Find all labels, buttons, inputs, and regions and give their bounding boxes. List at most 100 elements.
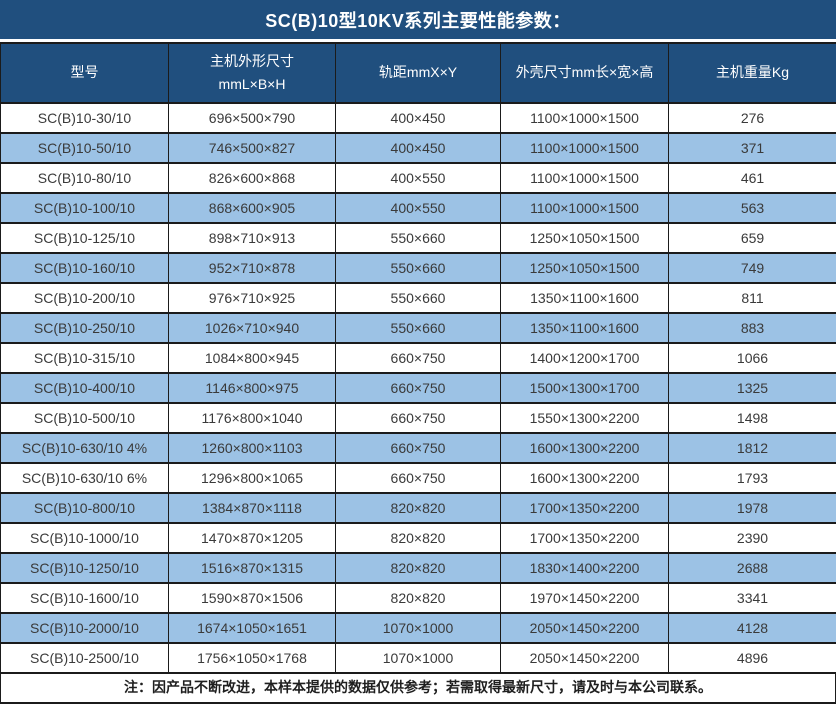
spec-table: 型号 主机外形尺寸 mmL×B×H 轨距mmX×Y 外壳尺寸mm长×宽×高 主机… xyxy=(0,42,836,674)
table-cell: 1516×870×1315 xyxy=(168,552,336,584)
table-cell: 1350×1100×1600 xyxy=(500,282,669,314)
table-cell: 883 xyxy=(668,312,836,344)
table-cell: SC(B)10-1000/10 xyxy=(0,522,169,554)
table-row: SC(B)10-125/10 898×710×913 550×660 1250×105… xyxy=(0,222,836,254)
table-cell: 1600×1300×2200 xyxy=(500,462,669,494)
table-cell: 4896 xyxy=(668,642,836,674)
table-cell: 1700×1350×2200 xyxy=(500,492,669,524)
table-cell: 1550×1300×2200 xyxy=(500,402,669,434)
table-cell: 550×660 xyxy=(335,282,501,314)
table-row: SC(B)10-500/10 1176×800×1040 660×750 1550×1… xyxy=(0,402,836,434)
header-cell-weight: 主机重量Kg xyxy=(668,42,836,104)
header-cell-shell: 外壳尺寸mm长×宽×高 xyxy=(500,42,669,104)
table-cell: SC(B)10-80/10 xyxy=(0,162,169,194)
table-body: SC(B)10-30/10 696×500×790 400×450 1100×1000… xyxy=(0,102,836,674)
table-cell: 550×660 xyxy=(335,222,501,254)
table-cell: 811 xyxy=(668,282,836,314)
header-cell-dimensions: 主机外形尺寸 mmL×B×H xyxy=(168,42,336,104)
table-cell: 1400×1200×1700 xyxy=(500,342,669,374)
table-cell: 2390 xyxy=(668,522,836,554)
table-cell: 1756×1050×1768 xyxy=(168,642,336,674)
table-cell: 400×550 xyxy=(335,192,501,224)
table-cell: 660×750 xyxy=(335,342,501,374)
table-cell: 1793 xyxy=(668,462,836,494)
table-cell: 820×820 xyxy=(335,492,501,524)
table-cell: 1100×1000×1500 xyxy=(500,192,669,224)
table-cell: SC(B)10-315/10 xyxy=(0,342,169,374)
table-cell: SC(B)10-250/10 xyxy=(0,312,169,344)
table-cell: 2050×1450×2200 xyxy=(500,612,669,644)
table-cell: 1970×1450×2200 xyxy=(500,582,669,614)
table-row: SC(B)10-800/10 1384×870×1118 820×820 1700×1… xyxy=(0,492,836,524)
page-title: SC(B)10型10KV系列主要性能参数： xyxy=(0,0,836,42)
table-cell: 660×750 xyxy=(335,432,501,464)
table-row: SC(B)10-1250/10 1516×870×1315 820×820 1830×… xyxy=(0,552,836,584)
table-cell: 461 xyxy=(668,162,836,194)
table-cell: 1100×1000×1500 xyxy=(500,132,669,164)
table-header-row: 型号 主机外形尺寸 mmL×B×H 轨距mmX×Y 外壳尺寸mm长×宽×高 主机… xyxy=(0,42,836,104)
table-cell: 1070×1000 xyxy=(335,612,501,644)
table-cell: 4128 xyxy=(668,612,836,644)
table-cell: 1470×870×1205 xyxy=(168,522,336,554)
table-cell: 1384×870×1118 xyxy=(168,492,336,524)
table-cell: 749 xyxy=(668,252,836,284)
table-cell: 952×710×878 xyxy=(168,252,336,284)
table-cell: 1498 xyxy=(668,402,836,434)
table-cell: 550×660 xyxy=(335,252,501,284)
header-cell-model: 型号 xyxy=(0,42,169,104)
table-cell: 898×710×913 xyxy=(168,222,336,254)
table-cell: 1325 xyxy=(668,372,836,404)
table-cell: 746×500×827 xyxy=(168,132,336,164)
table-cell: 1146×800×975 xyxy=(168,372,336,404)
table-cell: 276 xyxy=(668,102,836,134)
table-cell: 1066 xyxy=(668,342,836,374)
header-label-model: 型号 xyxy=(70,64,99,81)
table-cell: 563 xyxy=(668,192,836,224)
table-cell: 820×820 xyxy=(335,522,501,554)
footer-note: 注：因产品不断改进，本样本提供的数据仅供参考；若需取得最新尺寸，请及时与本公司联… xyxy=(0,674,836,704)
table-cell: SC(B)10-630/10 6% xyxy=(0,462,169,494)
table-cell: 400×450 xyxy=(335,132,501,164)
table-cell: 1260×800×1103 xyxy=(168,432,336,464)
table-cell: 1830×1400×2200 xyxy=(500,552,669,584)
table-row: SC(B)10-200/10 976×710×925 550×660 1350×110… xyxy=(0,282,836,314)
table-row: SC(B)10-80/10 826×600×868 400×550 1100×1000… xyxy=(0,162,836,194)
table-cell: SC(B)10-125/10 xyxy=(0,222,169,254)
table-cell: 550×660 xyxy=(335,312,501,344)
table-cell: 1674×1050×1651 xyxy=(168,612,336,644)
table-row: SC(B)10-400/10 1146×800×975 660×750 1500×13… xyxy=(0,372,836,404)
table-cell: 1026×710×940 xyxy=(168,312,336,344)
table-cell: SC(B)10-500/10 xyxy=(0,402,169,434)
header-label-dimensions-line1: 主机外形尺寸 xyxy=(210,52,294,69)
table-cell: 3341 xyxy=(668,582,836,614)
table-cell: SC(B)10-100/10 xyxy=(0,192,169,224)
table-cell: 660×750 xyxy=(335,462,501,494)
table-cell: 820×820 xyxy=(335,552,501,584)
table-row: SC(B)10-100/10 868×600×905 400×550 1100×100… xyxy=(0,192,836,224)
header-label-gauge: 轨距mmX×Y xyxy=(378,64,458,81)
table-row: SC(B)10-250/10 1026×710×940 550×660 1350×11… xyxy=(0,312,836,344)
header-cell-gauge: 轨距mmX×Y xyxy=(335,42,501,104)
header-label-weight: 主机重量Kg xyxy=(715,64,790,81)
table-cell: 660×750 xyxy=(335,372,501,404)
table-cell: SC(B)10-400/10 xyxy=(0,372,169,404)
table-cell: 1250×1050×1500 xyxy=(500,252,669,284)
table-cell: 371 xyxy=(668,132,836,164)
table-cell: 2050×1450×2200 xyxy=(500,642,669,674)
table-cell: SC(B)10-30/10 xyxy=(0,102,169,134)
table-cell: 1176×800×1040 xyxy=(168,402,336,434)
table-row: SC(B)10-630/10 6% 1296×800×1065 660×750 160… xyxy=(0,462,836,494)
table-cell: SC(B)10-800/10 xyxy=(0,492,169,524)
table-row: SC(B)10-315/10 1084×800×945 660×750 1400×12… xyxy=(0,342,836,374)
table-cell: 1084×800×945 xyxy=(168,342,336,374)
header-label-shell: 外壳尺寸mm长×宽×高 xyxy=(515,64,654,81)
table-cell: 1250×1050×1500 xyxy=(500,222,669,254)
table-cell: SC(B)10-50/10 xyxy=(0,132,169,164)
table-row: SC(B)10-1600/10 1590×870×1506 820×820 1970×… xyxy=(0,582,836,614)
table-cell: 1700×1350×2200 xyxy=(500,522,669,554)
table-cell: SC(B)10-1600/10 xyxy=(0,582,169,614)
table-row: SC(B)10-30/10 696×500×790 400×450 1100×1000… xyxy=(0,102,836,134)
table-cell: 400×550 xyxy=(335,162,501,194)
table-row: SC(B)10-1000/10 1470×870×1205 820×820 1700×… xyxy=(0,522,836,554)
